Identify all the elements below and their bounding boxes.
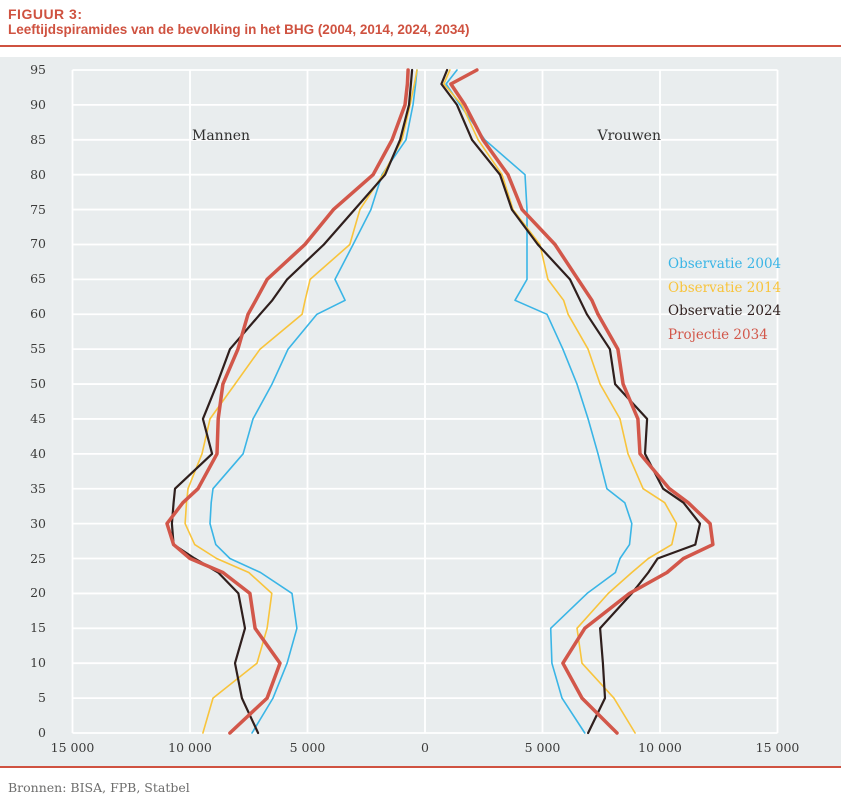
- series-line-women-projectie-2034: [449, 68, 715, 735]
- y-axis-tick: 25: [30, 550, 46, 566]
- y-axis-tick: 70: [30, 236, 46, 252]
- y-axis-tick: 40: [30, 445, 46, 461]
- y-axis-tick: 55: [30, 341, 46, 357]
- bottom-divider: [0, 766, 841, 768]
- men-side-label: Mannen: [192, 128, 251, 144]
- y-axis-tick: 0: [38, 725, 46, 740]
- women-side-label: Vrouwen: [597, 128, 661, 144]
- source-note: Bronnen: BISA, FPB, Statbel: [8, 780, 190, 795]
- y-axis-tick: 60: [30, 306, 46, 322]
- y-axis-tick: 75: [30, 201, 46, 217]
- y-axis-tick: 90: [30, 96, 46, 112]
- y-axis-tick: 20: [30, 585, 46, 601]
- top-divider: [0, 45, 841, 47]
- y-axis-tick: 80: [30, 166, 46, 182]
- x-axis-tick: 5 000: [524, 740, 561, 755]
- y-axis-tick: 85: [30, 131, 46, 147]
- figure-number: FIGUUR 3:: [8, 6, 83, 22]
- series-line-men-projectie-2034: [165, 68, 410, 735]
- legend-item-observatie-2024: Observatie 2024: [668, 303, 782, 319]
- pyramid-chart: [71, 68, 779, 735]
- x-axis-tick: 0: [421, 740, 429, 755]
- y-axis-tick: 10: [30, 655, 46, 671]
- series-line-men-observatie-2024: [170, 68, 414, 735]
- x-axis-tick: 10 000: [638, 740, 682, 755]
- y-axis-tick: 50: [30, 376, 46, 392]
- y-axis-tick: 5: [38, 690, 46, 706]
- legend-item-projectie-2034: Projectie 2034: [668, 326, 768, 343]
- legend-item-observatie-2014: Observatie 2014: [668, 279, 782, 296]
- y-axis-tick: 45: [30, 410, 46, 426]
- chart-legend: Observatie 2004 Observatie 2014 Observatie…: [668, 253, 781, 347]
- y-axis-tick: 95: [30, 62, 46, 77]
- series-line-women-observatie-2004: [445, 69, 633, 734]
- figure-title: Leeftijdspiramides van de bevolking in h…: [8, 22, 470, 37]
- legend-item-observatie-2004: Observatie 2004: [668, 256, 782, 272]
- series-line-women-observatie-2024: [440, 68, 702, 735]
- chart-panel: 0 5 10 15 20 25 30 35 40 45 50 55 60 65 70 75 80 85 90 95 15…: [0, 57, 841, 766]
- y-axis-tick: 65: [30, 271, 46, 287]
- x-axis-tick: 5 000: [289, 740, 326, 755]
- x-axis-tick: 10 000: [168, 740, 212, 755]
- y-axis-tick: 15: [30, 620, 46, 636]
- series-line-men-observatie-2014: [184, 69, 418, 734]
- y-axis-tick: 35: [30, 480, 46, 496]
- x-axis-tick: 15 000: [755, 740, 800, 755]
- y-axis-tick: 30: [30, 515, 46, 531]
- series-line-women-observatie-2014: [442, 69, 678, 734]
- x-axis-tick: 15 000: [50, 740, 95, 755]
